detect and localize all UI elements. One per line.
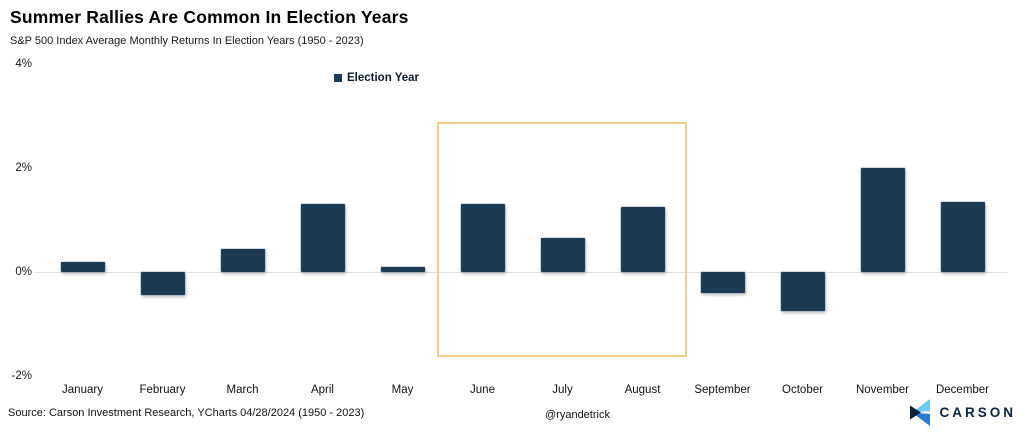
- y-tick-2-: 2%: [15, 162, 32, 174]
- bar-august: [620, 207, 665, 272]
- bar-may: [380, 266, 425, 272]
- bar-february: [140, 272, 185, 296]
- x-label-january: January: [62, 384, 103, 396]
- source-note: Source: Carson Investment Research, YCha…: [8, 407, 365, 419]
- page-title: Summer Rallies Are Common In Election Ye…: [10, 7, 409, 27]
- bar-july: [540, 238, 585, 272]
- twitter-handle: @ryandetrick: [545, 409, 610, 421]
- x-label-october: October: [782, 384, 823, 396]
- bar-january: [60, 261, 105, 272]
- bar-november: [860, 168, 905, 272]
- y-tick--2-: -2%: [11, 370, 32, 382]
- x-label-july: July: [552, 384, 573, 396]
- legend-swatch-icon: [334, 74, 342, 82]
- y-tick-4-: 4%: [15, 58, 32, 70]
- summer-highlight-box: [436, 122, 687, 357]
- chart-subtitle: S&P 500 Index Average Monthly Returns In…: [10, 35, 364, 47]
- carson-logo-icon: [910, 399, 931, 426]
- bar-december: [940, 201, 985, 272]
- carson-logo: CARSON: [909, 399, 1016, 426]
- x-label-december: December: [935, 384, 990, 396]
- x-label-august: August: [624, 384, 661, 396]
- x-label-march: March: [226, 384, 259, 396]
- bar-april: [300, 204, 345, 272]
- x-label-june: June: [470, 384, 495, 396]
- y-tick-0-: 0%: [15, 266, 32, 278]
- x-label-september: September: [694, 384, 751, 396]
- zero-gridline: [35, 272, 1007, 273]
- x-label-may: May: [391, 384, 414, 396]
- bar-june: [460, 204, 505, 272]
- bar-october: [780, 272, 825, 311]
- x-label-november: November: [855, 384, 910, 396]
- legend-label: Election Year: [347, 72, 420, 84]
- carson-logo-text: CARSON: [939, 405, 1016, 420]
- x-label-april: April: [310, 384, 334, 396]
- legend: Election Year: [334, 72, 419, 84]
- bar-september: [700, 272, 745, 293]
- x-label-february: February: [139, 384, 186, 396]
- bar-march: [220, 248, 265, 272]
